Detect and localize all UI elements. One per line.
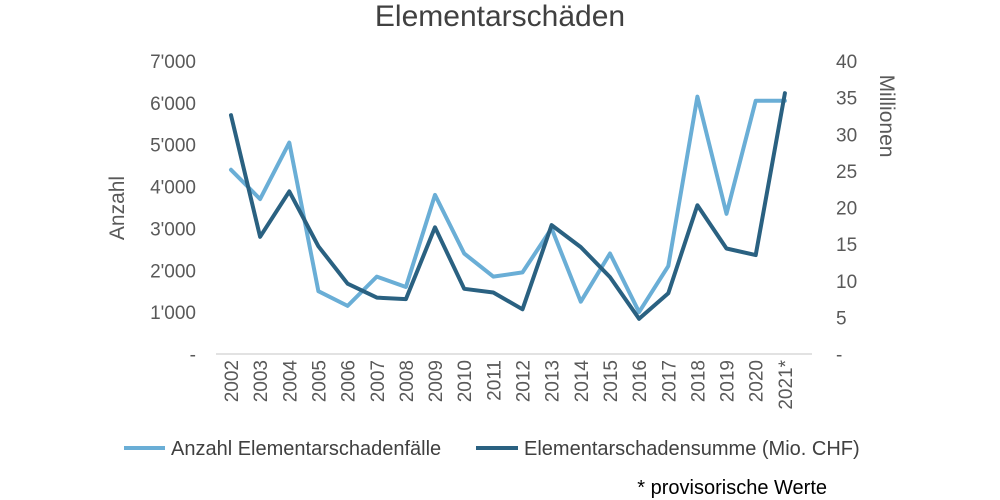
- left-tick-label: 4'000: [150, 178, 196, 199]
- chart-title: Elementarschäden: [375, 0, 625, 33]
- x-tick-label: 2018: [688, 360, 709, 402]
- right-tick-label: 20: [836, 199, 857, 220]
- left-axis-label: Anzahl: [106, 176, 129, 240]
- x-tick-label: 2016: [630, 360, 651, 402]
- x-tick-label: 2010: [455, 360, 476, 402]
- x-tick-label: 2011: [484, 360, 505, 401]
- left-tick-label: 2'000: [150, 261, 196, 282]
- right-tick-label: 30: [836, 125, 857, 146]
- left-tick-label: -: [190, 345, 196, 366]
- x-tick-label: 2019: [718, 360, 739, 402]
- x-axis-ticks: 2002 2003 2004 2005 2006 2007 2008 2009 2010 2011…: [222, 359, 797, 409]
- right-tick-label: 10: [836, 272, 857, 293]
- right-tick-label: 5: [836, 308, 847, 329]
- x-tick-label: 2002: [222, 360, 243, 402]
- x-tick-label: 2003: [251, 360, 272, 402]
- x-tick-label: 2007: [368, 360, 389, 402]
- right-tick-label: -: [836, 345, 842, 366]
- left-tick-label: 7'000: [150, 52, 196, 73]
- footnote: * provisorische Werte: [637, 477, 827, 499]
- x-tick-label: 2012: [514, 360, 535, 402]
- series-line-anzahl: [229, 94, 787, 315]
- right-tick-label: 40: [836, 52, 857, 73]
- x-tick-label: 2008: [397, 360, 418, 402]
- legend: Anzahl Elementarschadenfälle Elementarsc…: [124, 438, 860, 460]
- x-tick-label: 2004: [280, 360, 301, 403]
- left-tick-label: 1'000: [150, 303, 196, 324]
- x-tick-label: 2015: [601, 360, 622, 402]
- legend-label-anzahl: Anzahl Elementarschadenfälle: [171, 438, 441, 460]
- left-tick-label: 5'000: [150, 136, 196, 157]
- right-axis-label: Millionen: [875, 75, 898, 158]
- legend-label-summe: Elementarschadensumme (Mio. CHF): [524, 438, 860, 460]
- x-tick-label: 2017: [659, 360, 680, 402]
- x-tick-label: 2020: [747, 360, 768, 402]
- series-lines: [229, 91, 787, 321]
- series-line-summe: [229, 91, 787, 321]
- left-tick-label: 3'000: [150, 219, 196, 240]
- x-tick-label: 2009: [426, 360, 447, 402]
- left-tick-label: 6'000: [150, 94, 196, 115]
- x-tick-label: 2014: [572, 360, 593, 403]
- right-axis-ticks: - 5 10 15 20 25 30 35 40: [836, 52, 857, 366]
- x-tick-label: 2005: [309, 360, 330, 402]
- x-tick-label: 2021*: [776, 359, 797, 409]
- right-tick-label: 25: [836, 162, 857, 183]
- x-tick-label: 2006: [339, 360, 360, 402]
- x-tick-label: 2013: [543, 360, 564, 402]
- left-axis-ticks: - 1'000 2'000 3'000 4'000 5'000 6'000 7'000: [150, 52, 196, 366]
- right-tick-label: 15: [836, 235, 857, 256]
- right-tick-label: 35: [836, 89, 857, 110]
